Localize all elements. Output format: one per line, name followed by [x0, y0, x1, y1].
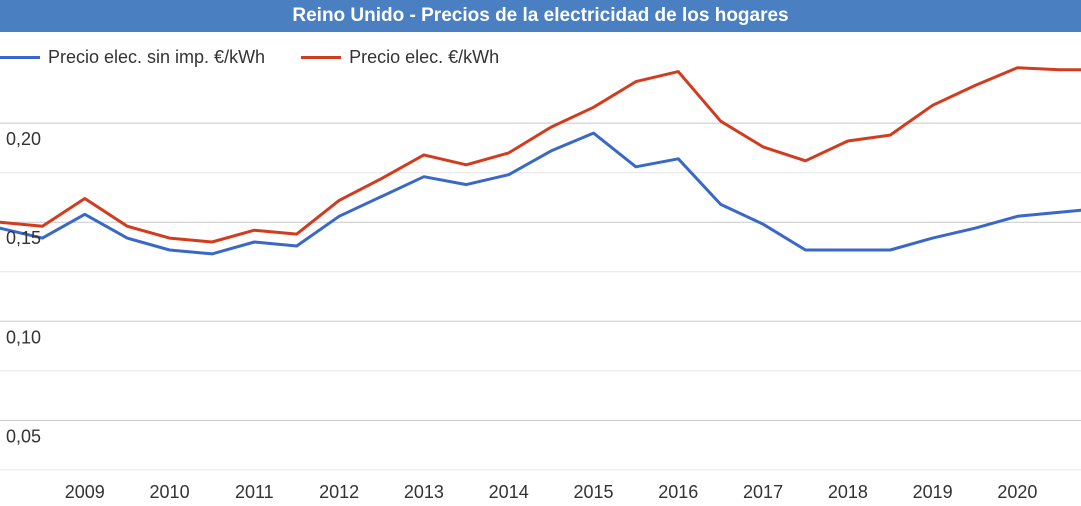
x-axis-ticks: 2009 2010 2011 2012 2013 2014 2015 2016 2017 2018…: [65, 482, 1038, 502]
chart-title: Reino Unido - Precios de la electricidad…: [0, 0, 1081, 32]
legend-swatch-series-2: [301, 55, 342, 59]
legend-label-series-2: Precio elec. €/kWh: [349, 46, 500, 67]
x-tick-label: 2011: [235, 482, 274, 502]
series-lines: [0, 66, 1081, 256]
legend-label-series-1: Precio elec. sin imp. €/kWh: [48, 46, 266, 67]
x-tick-label: 2012: [319, 482, 359, 502]
y-tick-label: 0,05: [6, 426, 41, 446]
legend-swatch-series-1: [0, 55, 40, 59]
y-axis-ticks: 0,05 0,10 0,15 0,20: [6, 129, 41, 446]
legend: Precio elec. sin imp. €/kWh Precio elec.…: [0, 44, 535, 70]
x-tick-label: 2013: [404, 482, 444, 502]
gridlines: [0, 122, 1081, 471]
series-line-2: [0, 66, 1081, 244]
x-tick-label: 2010: [150, 482, 190, 502]
x-tick-label: 2020: [997, 482, 1037, 502]
x-tick-label: 2017: [743, 482, 783, 502]
x-tick-label: 2014: [489, 482, 529, 502]
x-tick-label: 2019: [913, 482, 953, 502]
y-tick-label: 0,10: [6, 327, 41, 347]
x-tick-label: 2009: [65, 482, 105, 502]
x-tick-label: 2015: [573, 482, 613, 502]
x-tick-label: 2016: [658, 482, 698, 502]
y-tick-label: 0,20: [6, 129, 41, 149]
y-tick-label: 0,15: [6, 228, 41, 248]
x-tick-label: 2018: [828, 482, 868, 502]
legend-item-series-2[interactable]: Precio elec. €/kWh: [301, 47, 499, 68]
legend-item-series-1[interactable]: Precio elec. sin imp. €/kWh: [0, 47, 265, 68]
series-line-1: [0, 131, 1081, 256]
